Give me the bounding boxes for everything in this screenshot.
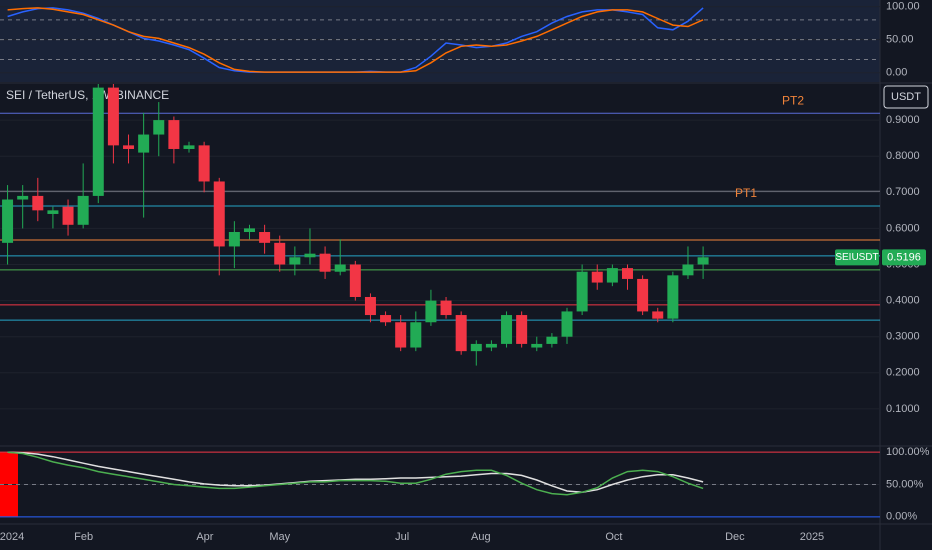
oscillator-background	[0, 0, 880, 82]
candle-body	[561, 311, 573, 337]
y-tick-label: 0.2000	[886, 367, 920, 379]
candle-body	[2, 199, 14, 243]
y-tick-label: 50.00%	[886, 478, 924, 490]
candle-body	[334, 264, 346, 272]
candle-body	[606, 268, 618, 283]
indicator-line	[7, 451, 704, 496]
candle-body	[17, 195, 29, 200]
candle-body	[455, 315, 467, 352]
x-tick-label: 2024	[0, 531, 24, 543]
candle-body	[153, 120, 165, 135]
currency-box[interactable]	[883, 85, 929, 109]
candle-body	[682, 264, 694, 276]
candle-body	[470, 343, 482, 352]
candle-body	[213, 181, 225, 247]
candle-body	[637, 278, 649, 312]
x-tick-label: May	[269, 531, 290, 543]
candle-body	[546, 336, 558, 344]
y-tick-label: 0.1000	[886, 403, 920, 415]
candle-body	[228, 232, 240, 247]
y-tick-label: 0.7000	[886, 186, 920, 198]
candle-body	[304, 253, 316, 258]
candle-body	[652, 311, 664, 319]
candle-body	[62, 206, 74, 225]
level-label: PT2	[782, 93, 804, 107]
chart-title: SEI / TetherUS, 1W, BINANCE	[6, 88, 169, 102]
y-tick-label: 0.8000	[886, 150, 920, 162]
candle-body	[138, 134, 150, 153]
candle-body	[198, 145, 210, 182]
y-tick-label: 0.6000	[886, 222, 920, 234]
candle-body	[576, 271, 588, 312]
last-symbol-box	[835, 249, 879, 266]
candle-body	[107, 87, 119, 146]
candle-body	[92, 87, 104, 196]
candle-body	[501, 315, 513, 344]
y-tick-label: 0.9000	[886, 114, 920, 126]
y-tick-label: 0.00	[886, 67, 907, 79]
x-tick-label: Feb	[74, 531, 93, 543]
candle-body	[591, 271, 603, 283]
candle-body	[364, 296, 376, 316]
candle-body	[410, 322, 422, 348]
y-tick-label: 0.00%	[886, 511, 917, 523]
candle-body	[243, 228, 255, 233]
y-tick-label: 50.00	[886, 34, 914, 46]
x-tick-label: Dec	[725, 531, 745, 543]
candle-body	[485, 343, 497, 348]
candle-body	[168, 120, 180, 149]
candle-body	[531, 343, 543, 348]
level-label: PT1	[735, 186, 757, 200]
y-tick-label: 0.3000	[886, 331, 920, 343]
candle-body	[395, 322, 407, 348]
candle-body	[349, 264, 361, 297]
x-tick-label: 2025	[800, 531, 824, 543]
y-tick-label: 0.4000	[886, 295, 920, 307]
candle-body	[77, 195, 89, 225]
candle-body	[621, 268, 633, 279]
candle-body	[516, 315, 528, 344]
candle-body	[380, 315, 392, 323]
candle-body	[667, 275, 679, 319]
indicator-line	[7, 7, 704, 73]
candle-body	[697, 257, 709, 265]
candle-body	[183, 145, 195, 149]
candle-body	[47, 210, 59, 214]
x-tick-label: Jul	[395, 531, 409, 543]
last-price-box	[882, 249, 926, 266]
candle-body	[319, 253, 331, 272]
candle-body	[425, 300, 437, 323]
candle-body	[274, 242, 286, 265]
y-tick-label: 100.00%	[886, 446, 930, 458]
last-price: 0.5196	[887, 251, 921, 263]
currency[interactable]: USDT	[891, 91, 921, 103]
candle-body	[123, 145, 135, 149]
x-tick-label: Apr	[196, 531, 213, 543]
y-tick-label: 100.00	[886, 1, 920, 13]
candle-body	[289, 257, 301, 265]
x-tick-label: Oct	[605, 531, 622, 543]
candle-body	[32, 195, 44, 211]
candle-body	[440, 300, 452, 316]
candle-body	[259, 232, 271, 243]
x-tick-label: Aug	[471, 531, 491, 543]
last-symbol: SEIUSDT	[835, 252, 878, 263]
